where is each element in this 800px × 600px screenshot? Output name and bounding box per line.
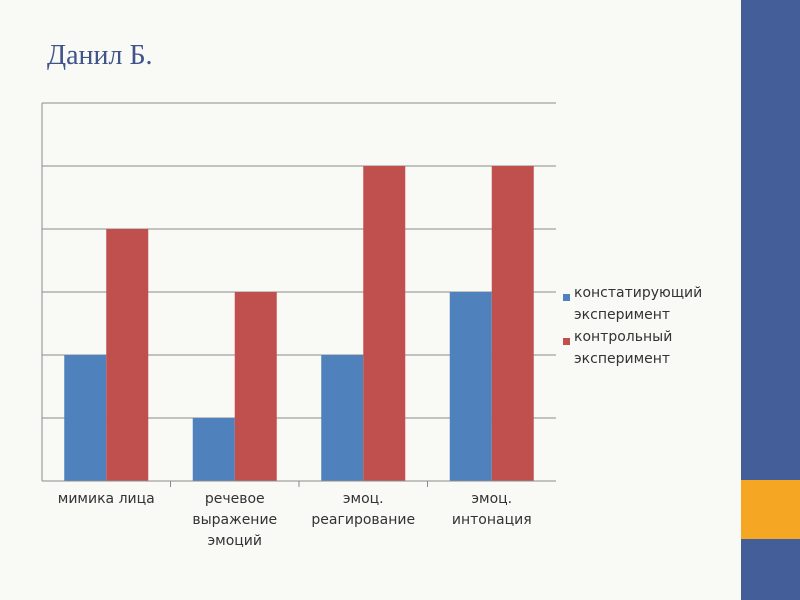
x-tick-labels: мимика лица речевое выражение эмоций эмоц. ре… xyxy=(58,491,532,549)
bar-s1-c4 xyxy=(449,292,492,481)
slide-title: Данил Б. xyxy=(47,40,153,71)
x-tick-label-2: речевое выражение эмоций xyxy=(192,491,277,549)
axes xyxy=(41,103,556,487)
x-tick-label-3: эмоц. реагирование xyxy=(311,491,415,528)
x-tick-label-1: мимика лица xyxy=(58,491,155,507)
legend-swatch-series-2 xyxy=(563,338,570,345)
bar-s1-c2 xyxy=(192,418,235,481)
legend-swatch-series-1 xyxy=(563,294,570,301)
sidebar-accent-square xyxy=(741,480,800,539)
bars xyxy=(64,166,534,481)
bar-s1-c1 xyxy=(64,355,107,481)
bar-s2-c1 xyxy=(106,229,149,481)
legend-item-series-2: контрольный эксперимент xyxy=(563,326,738,370)
bar-s2-c2 xyxy=(234,292,277,481)
bar-s2-c4 xyxy=(491,166,534,481)
legend-item-series-1: констатирующий эксперимент xyxy=(563,282,738,326)
legend-label-series-1: констатирующий эксперимент xyxy=(574,285,703,323)
bar-s2-c3 xyxy=(363,166,406,481)
legend-label-series-2: контрольный эксперимент xyxy=(574,329,673,367)
bar-s1-c3 xyxy=(321,355,364,481)
x-tick-label-4: эмоц. интонация xyxy=(452,491,532,528)
bar-chart: мимика лица речевое выражение эмоций эмоц. ре… xyxy=(41,102,556,549)
legend: констатирующий эксперимент контрольный э… xyxy=(563,282,738,370)
